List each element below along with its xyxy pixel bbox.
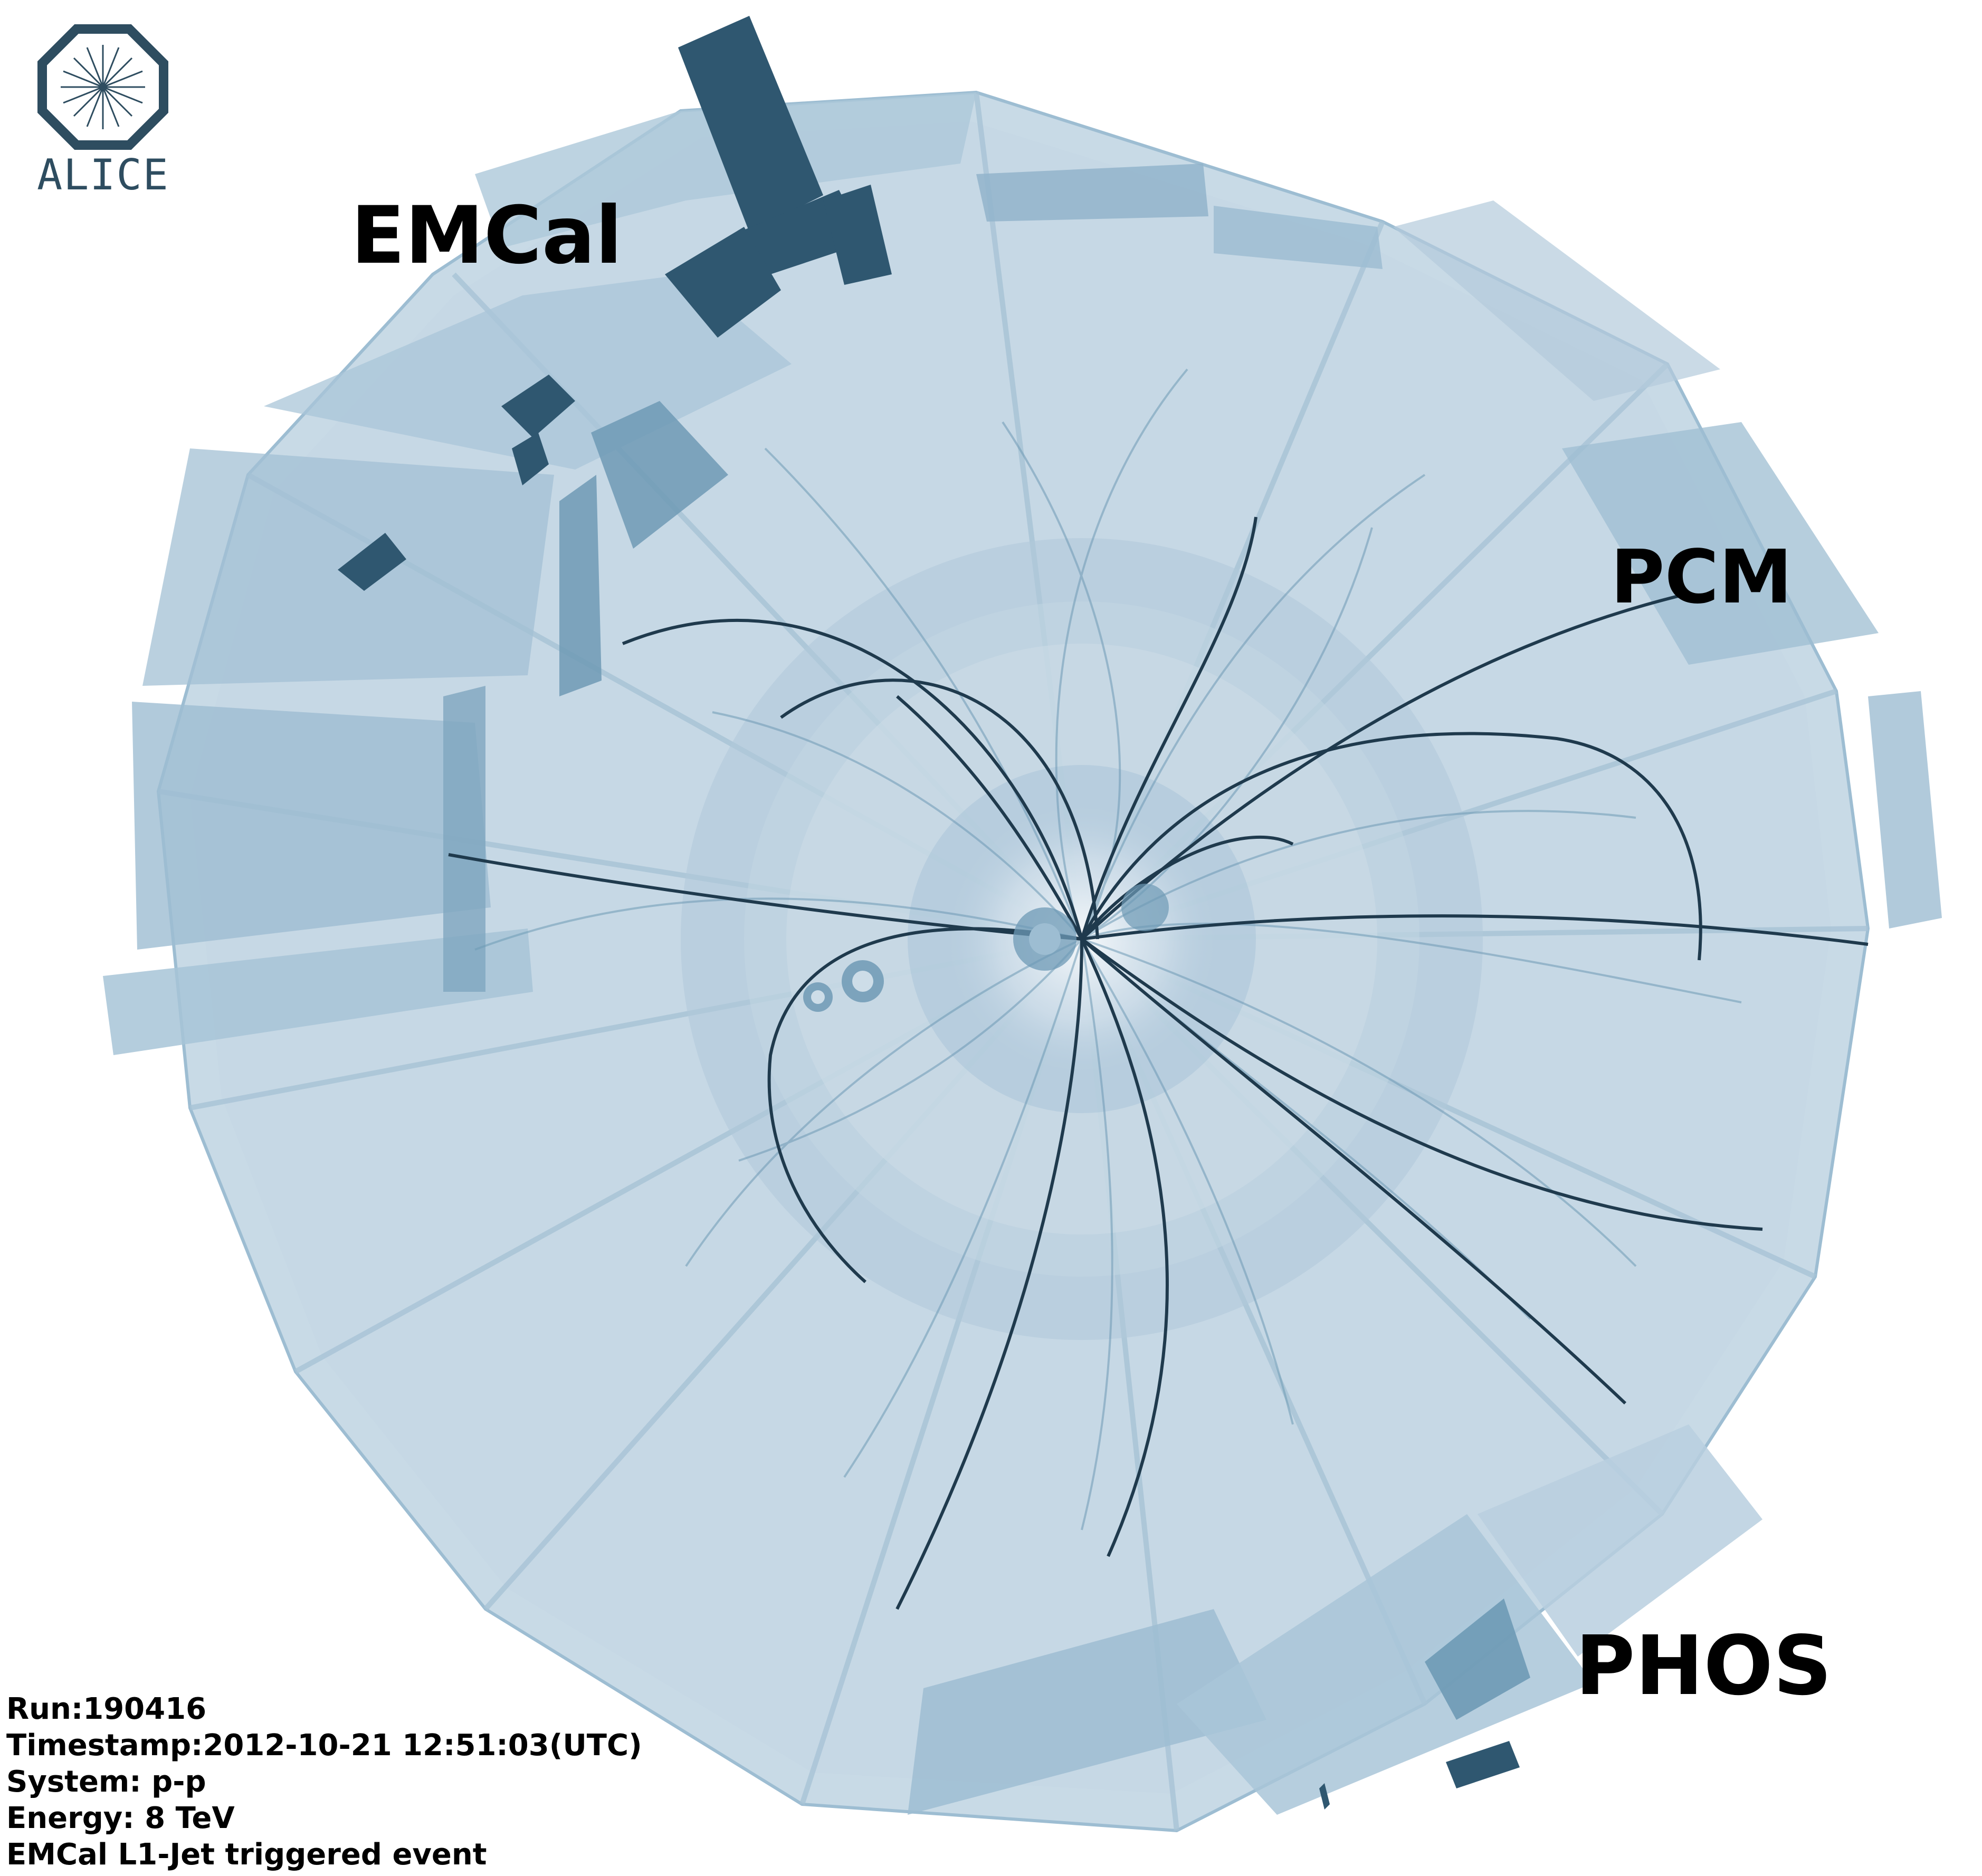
run-number: Run:190416 [6, 1692, 207, 1726]
phos-label: PHOS [1575, 1618, 1832, 1714]
trigger-description: EMCal L1-Jet triggered event [6, 1837, 487, 1872]
alice-logo-text: ALICE [37, 150, 169, 199]
collision-system: System: p-p [6, 1765, 206, 1799]
pcm-panels [1393, 200, 1942, 929]
emcal-dark-supermodules [338, 16, 892, 591]
event-info: Run:190416 Timestamp:2012-10-21 12:51:03… [6, 1691, 642, 1873]
its-barrel [803, 884, 1169, 1012]
dark-tracks [448, 516, 1869, 1610]
emcal-label: EMCal [351, 190, 623, 282]
collision-energy: Energy: 8 TeV [6, 1801, 235, 1835]
pcm-label: PCM [1611, 534, 1793, 620]
phos-modules [908, 1424, 1762, 1815]
alice-octagon-logo-icon [37, 24, 168, 150]
timestamp: Timestamp:2012-10-21 12:51:03(UTC) [6, 1728, 642, 1763]
alice-logo: ALICE [37, 24, 169, 199]
